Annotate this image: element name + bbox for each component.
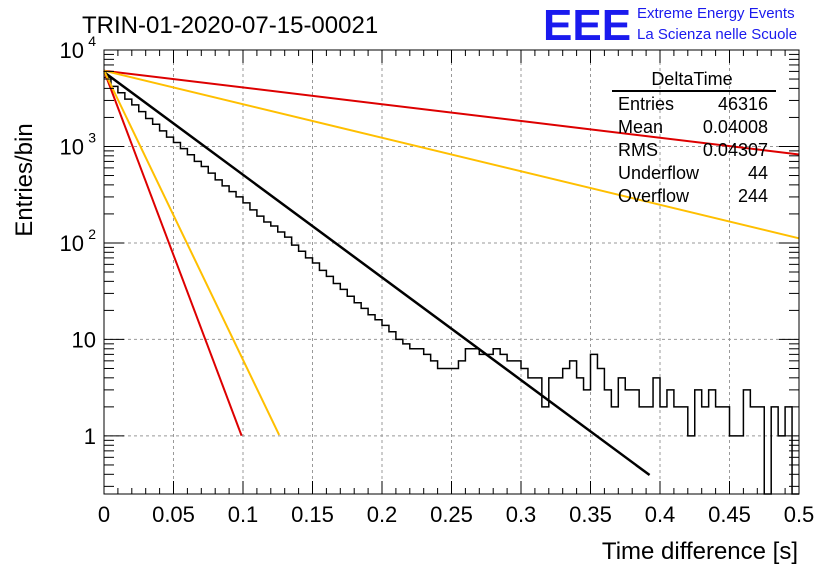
x-tick-label: 0.15 [291,502,334,527]
x-tick-label: 0.35 [569,502,612,527]
x-tick-label: 0.45 [708,502,751,527]
fit-curve-1 [103,71,651,477]
stats-rows: Entries 46316 Mean 0.04008 RMS 0.04307Underfl… [618,94,768,206]
fit-curves [103,69,800,477]
logo-eee: EEE [543,1,631,50]
y-axis-label: Entries/bin [11,123,38,236]
fit-curve-2 [103,70,243,437]
brand-line-2: La Scienza nelle Scuole [637,26,797,43]
stats-value: 244 [738,186,768,206]
y-tick-exponent: 3 [88,129,96,145]
y-tick-label: 10 [60,134,84,159]
x-axis-label: Time difference [s] [602,538,798,565]
x-tick-label: 0.1 [228,502,259,527]
stats-label: Entries [618,94,674,114]
stats-label: Mean [618,117,663,137]
grid-lines [104,50,799,494]
brand-line-1: Extreme Energy Events [637,5,795,22]
x-tick-label: 0.25 [430,502,473,527]
y-tick-label: 10 [72,327,96,352]
x-tick-label: 0.3 [506,502,537,527]
y-tick-label: 1 [84,424,96,449]
stats-value: 44 [748,163,768,183]
stats-title: DeltaTime [651,69,732,89]
fit-curve-5 [103,69,800,240]
stats-value: 0.04008 [703,117,768,137]
y-tick-label: 10 [60,231,84,256]
histogram-outline [104,76,799,495]
axes: 0 0.05 0.1 0.15 0.2 0.25 0.3 0.35 0.4 0.45 0.5 1 10 1… [60,33,815,527]
stats-label: Underflow [618,163,700,183]
y-tick-label: 10 [60,38,84,63]
histogram [104,76,799,495]
stats-value: 0.04307 [703,140,768,160]
y-tick-exponent: 4 [88,33,96,49]
fit-curve-4 [103,69,800,156]
stats-box: DeltaTime Entries 46316 Mean 0.04008 RMS 0.04… [612,69,776,206]
x-tick-label: 0 [98,502,110,527]
x-tick-label: 0.05 [152,502,195,527]
fit-curve-3 [103,70,281,436]
stats-label: Overflow [618,186,690,206]
stats-label: RMS [618,140,658,160]
stats-value: 46316 [718,94,768,114]
x-tick-label: 0.5 [784,502,815,527]
x-tick-label: 0.2 [367,502,398,527]
y-tick-exponent: 2 [88,226,96,242]
x-tick-label: 0.4 [645,502,676,527]
chart-title: TRIN-01-2020-07-15-00021 [82,12,378,39]
